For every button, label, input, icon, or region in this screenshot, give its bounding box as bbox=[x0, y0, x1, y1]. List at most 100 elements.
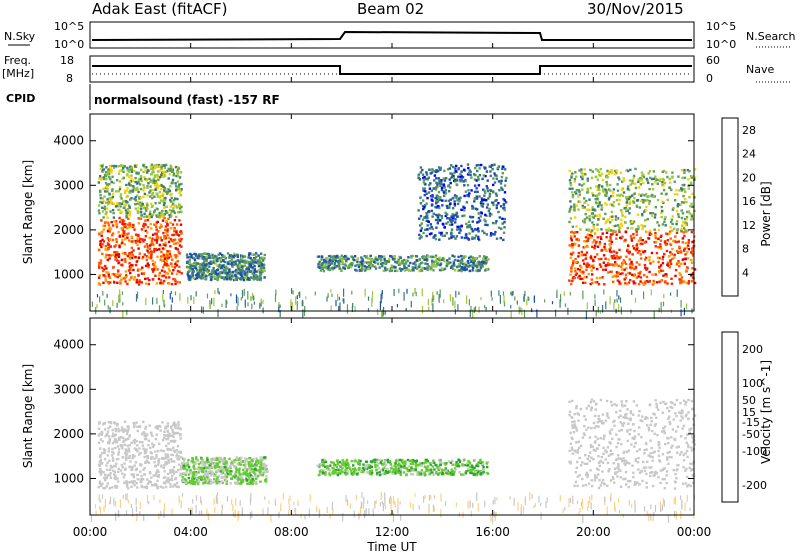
data-cell bbox=[443, 259, 446, 263]
data-cell bbox=[151, 171, 154, 174]
data-cell bbox=[428, 306, 430, 311]
data-cell bbox=[618, 226, 621, 229]
data-cell bbox=[110, 220, 113, 224]
data-cell bbox=[127, 175, 131, 178]
data-cell bbox=[153, 175, 157, 179]
data-cell bbox=[254, 477, 258, 481]
data-cell bbox=[657, 224, 661, 227]
data-cell bbox=[687, 248, 691, 251]
data-cell bbox=[328, 258, 331, 261]
data-cell bbox=[611, 257, 614, 260]
data-cell bbox=[172, 449, 176, 452]
data-cell bbox=[587, 229, 591, 232]
data-cell bbox=[598, 188, 601, 192]
data-cell bbox=[637, 180, 640, 184]
data-cell bbox=[673, 227, 676, 230]
data-cell bbox=[678, 278, 681, 281]
data-cell bbox=[476, 221, 479, 224]
data-cell bbox=[250, 260, 253, 263]
data-cell bbox=[655, 240, 658, 244]
data-cell bbox=[497, 165, 501, 168]
data-cell bbox=[217, 264, 220, 267]
data-cell bbox=[590, 212, 594, 215]
data-cell bbox=[163, 206, 166, 209]
data-cell bbox=[191, 456, 194, 460]
data-cell bbox=[126, 211, 129, 215]
data-cell bbox=[201, 257, 204, 260]
data-cell bbox=[451, 207, 455, 210]
data-cell bbox=[140, 485, 144, 489]
data-cell bbox=[641, 174, 644, 177]
data-cell bbox=[693, 168, 697, 171]
data-cell bbox=[350, 263, 354, 267]
data-cell bbox=[124, 203, 128, 207]
data-cell bbox=[661, 223, 665, 226]
data-cell bbox=[121, 264, 124, 267]
data-cell bbox=[172, 485, 175, 488]
data-cell bbox=[98, 463, 101, 466]
data-cell bbox=[197, 462, 201, 466]
data-cell bbox=[470, 227, 473, 231]
data-cell bbox=[435, 213, 438, 217]
data-cell bbox=[164, 190, 168, 193]
data-cell bbox=[395, 261, 398, 264]
data-cell bbox=[250, 467, 254, 471]
data-cell bbox=[169, 192, 173, 196]
data-cell bbox=[171, 265, 174, 268]
data-cell bbox=[105, 271, 108, 274]
data-cell bbox=[225, 470, 229, 474]
data-cell bbox=[150, 205, 154, 208]
data-cell bbox=[187, 275, 190, 278]
data-cell bbox=[463, 184, 466, 187]
data-cell bbox=[645, 275, 649, 279]
data-cell bbox=[614, 215, 618, 218]
data-cell bbox=[609, 183, 612, 187]
data-cell bbox=[202, 306, 204, 314]
data-cell bbox=[334, 266, 337, 269]
data-cell bbox=[488, 207, 491, 211]
data-cell bbox=[167, 458, 170, 462]
data-cell bbox=[474, 257, 477, 260]
data-cell bbox=[163, 186, 166, 190]
data-cell bbox=[123, 443, 127, 446]
data-cell bbox=[119, 282, 122, 285]
data-cell bbox=[223, 268, 227, 271]
data-cell bbox=[191, 474, 194, 477]
data-cell bbox=[172, 446, 175, 449]
data-cell bbox=[97, 209, 101, 212]
data-cell bbox=[205, 462, 208, 465]
data-cell bbox=[99, 484, 103, 487]
data-cell bbox=[479, 215, 482, 218]
data-cell bbox=[235, 456, 238, 459]
data-cell bbox=[206, 458, 209, 461]
nsky-trace bbox=[91, 30, 692, 41]
data-cell bbox=[519, 307, 521, 313]
data-cell bbox=[591, 241, 594, 244]
data-cell bbox=[383, 257, 386, 261]
data-cell bbox=[503, 199, 506, 202]
data-cell bbox=[207, 479, 210, 482]
data-cell bbox=[435, 199, 438, 203]
data-cell bbox=[224, 473, 228, 476]
data-cell bbox=[198, 257, 201, 260]
data-cell bbox=[469, 215, 472, 218]
data-cell bbox=[103, 487, 107, 490]
data-cell bbox=[119, 469, 123, 472]
data-cell bbox=[501, 217, 504, 220]
data-cell bbox=[388, 258, 391, 261]
data-cell bbox=[497, 180, 501, 183]
data-cell bbox=[441, 256, 445, 260]
data-cell bbox=[202, 268, 206, 272]
data-cell bbox=[340, 257, 344, 261]
data-cell bbox=[330, 305, 332, 311]
data-cell bbox=[476, 269, 480, 273]
data-cell bbox=[377, 308, 379, 316]
data-cell bbox=[119, 193, 123, 196]
data-cell bbox=[337, 264, 341, 268]
data-cell bbox=[103, 173, 107, 177]
data-cell bbox=[467, 171, 470, 175]
data-cell bbox=[442, 268, 445, 271]
data-cell bbox=[571, 187, 574, 190]
data-cell bbox=[208, 255, 212, 258]
data-cell bbox=[652, 260, 655, 263]
